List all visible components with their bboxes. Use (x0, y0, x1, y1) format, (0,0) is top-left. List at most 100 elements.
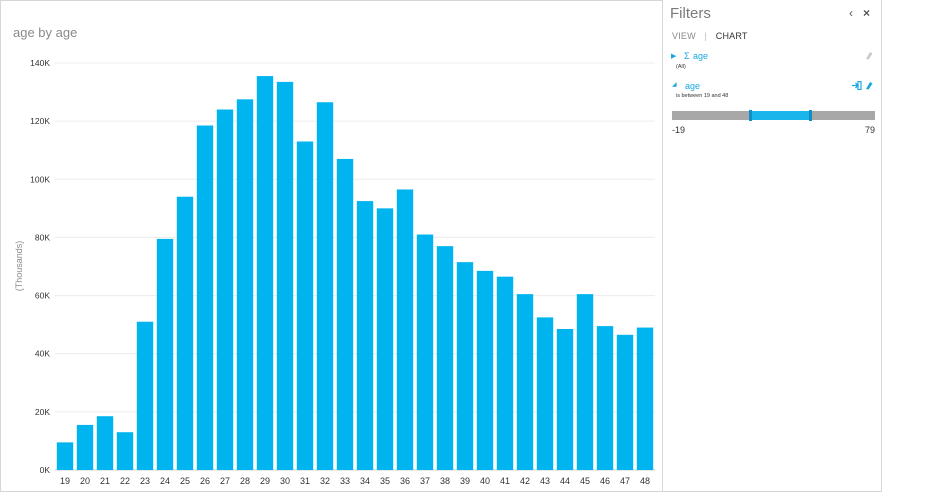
bar-20[interactable] (76, 424, 94, 470)
x-tick-label: 31 (300, 476, 310, 486)
x-tick-label: 32 (320, 476, 330, 486)
bar-48[interactable] (636, 327, 654, 470)
tab-separator: | (704, 31, 708, 41)
y-axis-ticks: 0K 20K 40K 60K 80K 100K 120K 140K (30, 58, 50, 475)
y-tick-label: 100K (30, 174, 50, 184)
bar-43[interactable] (536, 317, 554, 470)
pin-to-card-icon[interactable] (852, 81, 862, 90)
filters-title: Filters (670, 5, 711, 22)
x-tick-label: 29 (260, 476, 270, 486)
x-tick-label: 20 (80, 476, 90, 486)
x-tick-label: 42 (520, 476, 530, 486)
eraser-icon[interactable] (864, 81, 873, 90)
bar-39[interactable] (456, 262, 474, 470)
chart-visual[interactable]: age by age 0K 20K 40K 60K 80K 100K 120K 140K 19… (0, 0, 663, 492)
y-tick-label: 120K (30, 116, 50, 126)
x-tick-label: 19 (60, 476, 70, 486)
x-tick-label: 35 (380, 476, 390, 486)
chevron-left-icon[interactable]: ‹ (849, 6, 853, 20)
y-axis-label: (Thousands) (14, 241, 24, 292)
filters-pane: Filters ‹ × VIEW | CHART ▶ Σ age (All) ◢… (663, 0, 882, 492)
bar-42[interactable] (516, 294, 534, 470)
gridlines (55, 62, 655, 471)
age-range-slider[interactable] (672, 110, 875, 121)
close-icon[interactable]: × (863, 6, 871, 20)
x-tick-label: 22 (120, 476, 130, 486)
bar-33[interactable] (336, 158, 354, 470)
x-tick-label: 21 (100, 476, 110, 486)
x-tick-label: 40 (480, 476, 490, 486)
filter-summary: is between 19 and 48 (676, 93, 729, 99)
slider-handle-max[interactable] (809, 110, 813, 121)
x-tick-label: 27 (220, 476, 230, 486)
bars (56, 76, 654, 471)
y-tick-label: 20K (35, 407, 50, 417)
filter-card-age-all[interactable]: ▶ Σ age (All) (671, 50, 875, 72)
y-tick-label: 140K (30, 58, 50, 68)
slider-handle-min[interactable] (749, 110, 753, 121)
x-tick-label: 45 (580, 476, 590, 486)
filter-summary: (All) (676, 64, 686, 70)
x-tick-label: 37 (420, 476, 430, 486)
x-tick-label: 48 (640, 476, 650, 486)
collapse-icon[interactable]: ◢ (672, 82, 677, 88)
slider-selected-range (750, 111, 811, 120)
bar-23[interactable] (136, 321, 154, 470)
bar-31[interactable] (296, 141, 314, 470)
bar-22[interactable] (116, 432, 134, 470)
bar-44[interactable] (556, 329, 574, 470)
bar-36[interactable] (396, 189, 414, 471)
bar-29[interactable] (256, 76, 274, 470)
bar-41[interactable] (496, 276, 514, 470)
bar-25[interactable] (176, 196, 194, 470)
bar-46[interactable] (596, 326, 614, 470)
x-tick-label: 24 (160, 476, 170, 486)
bar-34[interactable] (356, 201, 374, 470)
x-tick-label: 38 (440, 476, 450, 486)
x-tick-label: 47 (620, 476, 630, 486)
bar-21[interactable] (96, 416, 114, 470)
bar-28[interactable] (236, 99, 254, 470)
x-tick-label: 25 (180, 476, 190, 486)
x-tick-label: 44 (560, 476, 570, 486)
bar-40[interactable] (476, 270, 494, 470)
bar-45[interactable] (576, 294, 594, 470)
bar-38[interactable] (436, 246, 454, 470)
filter-view-tabs: VIEW | CHART (672, 31, 748, 41)
bar-chart: 0K 20K 40K 60K 80K 100K 120K 140K 19 20 21 22 23 24 2… (14, 58, 655, 486)
x-tick-label: 46 (600, 476, 610, 486)
x-tick-label: 36 (400, 476, 410, 486)
expand-icon[interactable]: ▶ (671, 53, 677, 60)
bar-32[interactable] (316, 102, 334, 470)
y-tick-label: 80K (35, 232, 50, 242)
bar-47[interactable] (616, 334, 634, 470)
x-tick-label: 41 (500, 476, 510, 486)
bar-19[interactable] (56, 442, 74, 470)
y-tick-label: 0K (40, 465, 51, 475)
x-tick-label: 30 (280, 476, 290, 486)
slider-max-label: 79 (864, 125, 875, 135)
x-tick-label: 26 (200, 476, 210, 486)
y-tick-label: 40K (35, 349, 50, 359)
x-tick-label: 23 (140, 476, 150, 486)
tab-view[interactable]: VIEW (672, 31, 696, 41)
bar-35[interactable] (376, 208, 394, 470)
bar-27[interactable] (216, 109, 234, 470)
filter-field-name[interactable]: age (693, 51, 709, 61)
x-tick-label: 34 (360, 476, 370, 486)
filter-card-age-range[interactable]: ◢ age is between 19 and 48 (671, 80, 875, 104)
y-tick-label: 60K (35, 291, 50, 301)
eraser-icon[interactable] (864, 51, 873, 60)
bar-26[interactable] (196, 125, 214, 470)
tab-chart[interactable]: CHART (715, 31, 748, 41)
bar-37[interactable] (416, 234, 434, 470)
bar-24[interactable] (156, 238, 174, 470)
x-tick-label: 28 (240, 476, 250, 486)
filter-field-name[interactable]: age (685, 81, 701, 91)
bar-30[interactable] (276, 81, 294, 471)
x-tick-label: 43 (540, 476, 550, 486)
sigma-icon: Σ (684, 51, 690, 61)
x-tick-label: 33 (340, 476, 350, 486)
chart-title: age by age (13, 25, 78, 40)
x-tick-label: 39 (460, 476, 470, 486)
